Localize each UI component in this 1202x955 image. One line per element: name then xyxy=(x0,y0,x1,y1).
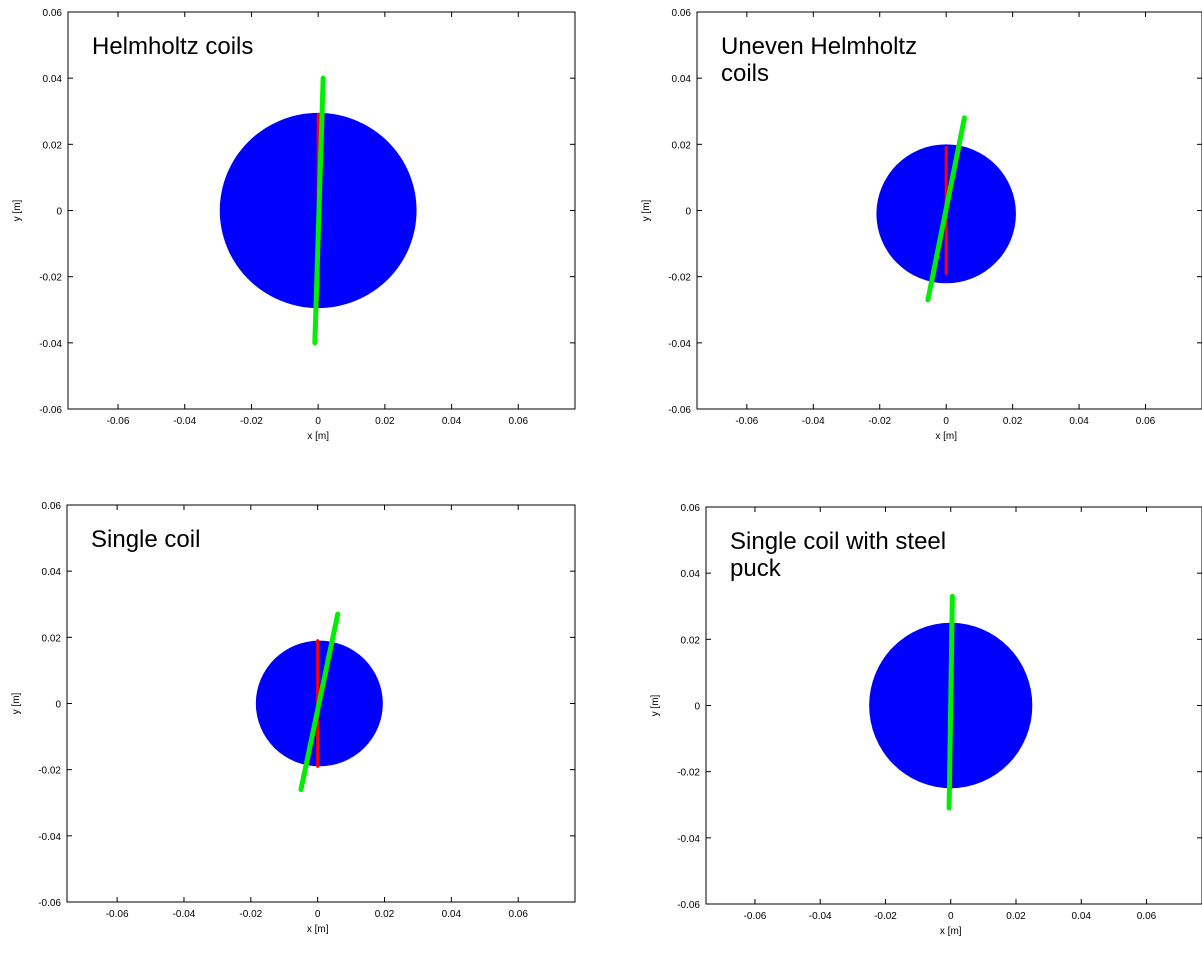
y-tick-label: 0.04 xyxy=(672,74,692,85)
x-tick-label: 0.06 xyxy=(1137,911,1157,922)
x-tick-label: 0.04 xyxy=(442,416,462,427)
y-tick-label: -0.06 xyxy=(39,405,62,416)
x-tick-label: 0.06 xyxy=(508,909,528,920)
panel-title-line: Single coil with steel xyxy=(730,528,946,555)
y-tick-label: 0 xyxy=(56,207,62,218)
y-tick-label: 0.02 xyxy=(42,633,62,644)
x-tick-label: -0.06 xyxy=(735,416,758,427)
y-tick-label: -0.02 xyxy=(677,768,700,779)
plot-area xyxy=(876,115,1016,303)
x-axis-label: x [m] xyxy=(935,431,957,442)
chart-panel-single-coil: -0.06 -0.04 -0.02 0 0.02 0.04 0.06 -0.06 -0.04 -0… xyxy=(7,501,577,953)
x-tick-label: 0.02 xyxy=(1003,416,1023,427)
y-tick-label: -0.04 xyxy=(38,832,61,843)
chart-panel-uneven-helmholtz: -0.06 -0.04 -0.02 0 0.02 0.04 0.06 -0.06 -0.04 -0… xyxy=(637,8,1202,460)
chart-svg: -0.06 -0.04 -0.02 0 0.02 0.04 0.06 -0.06 -0.04 -0… xyxy=(12,8,576,442)
y-tick-label: 0.04 xyxy=(42,567,62,578)
y-tick-label: 0.04 xyxy=(43,74,63,85)
x-tick-label: -0.02 xyxy=(874,911,897,922)
y-tick-label: 0.06 xyxy=(672,8,692,19)
x-tick-label: 0 xyxy=(948,911,954,922)
x-axis-label: x [m] xyxy=(307,924,329,935)
green-series-line xyxy=(298,611,341,793)
green-series-line xyxy=(312,75,326,346)
x-tick-label: -0.04 xyxy=(173,416,196,427)
x-tick-label: 0 xyxy=(943,416,949,427)
x-tick-label: -0.04 xyxy=(173,909,196,920)
x-tick-label: 0.04 xyxy=(442,909,462,920)
y-tick-label: 0.06 xyxy=(681,503,701,514)
y-tick-label: 0 xyxy=(55,700,61,711)
y-tick-label: -0.06 xyxy=(668,405,691,416)
y-axis-label: y [m] xyxy=(11,692,22,714)
y-tick-label: 0.04 xyxy=(681,569,701,580)
x-tick-label: 0.06 xyxy=(509,416,529,427)
x-tick-label: 0.02 xyxy=(375,909,395,920)
green-series-line xyxy=(946,593,955,811)
x-tick-label: 0.02 xyxy=(375,416,395,427)
y-tick-label: 0.02 xyxy=(681,635,701,646)
panel-title: Uneven Helmholtz coils xyxy=(721,33,917,87)
y-tick-label: -0.02 xyxy=(39,273,62,284)
panel-title: Single coil with steel puck xyxy=(730,528,946,582)
x-tick-label: 0.06 xyxy=(1136,416,1156,427)
plot-area xyxy=(219,75,417,346)
y-tick-label: -0.02 xyxy=(668,273,691,284)
x-tick-label: -0.02 xyxy=(240,416,263,427)
x-tick-label: 0 xyxy=(315,416,321,427)
x-tick-label: -0.04 xyxy=(802,416,825,427)
chart-svg: -0.06 -0.04 -0.02 0 0.02 0.04 0.06 -0.06 -0.04 -0… xyxy=(650,503,1202,937)
x-tick-label: -0.02 xyxy=(868,416,891,427)
x-tick-label: -0.06 xyxy=(744,911,767,922)
y-axis-label: y [m] xyxy=(650,694,661,716)
y-tick-label: -0.06 xyxy=(38,898,61,909)
x-tick-label: 0.04 xyxy=(1069,416,1089,427)
x-tick-label: 0.04 xyxy=(1072,911,1092,922)
y-tick-label: 0.06 xyxy=(42,501,62,512)
x-axis-label: x [m] xyxy=(940,926,962,937)
plot-area xyxy=(255,611,383,793)
y-tick-label: -0.04 xyxy=(668,339,691,350)
panel-title: Helmholtz coils xyxy=(92,33,253,60)
green-series-line xyxy=(925,115,967,303)
y-tick-label: 0 xyxy=(694,702,700,713)
panel-title-line: Helmholtz coils xyxy=(92,33,253,60)
y-axis-label: y [m] xyxy=(641,199,652,221)
panel-title-line: puck xyxy=(730,555,782,582)
panel-title-line: coils xyxy=(721,60,769,87)
plot-area xyxy=(869,593,1033,811)
y-tick-label: 0 xyxy=(685,207,691,218)
x-tick-label: -0.02 xyxy=(239,909,262,920)
y-tick-label: -0.04 xyxy=(39,339,62,350)
y-tick-label: -0.04 xyxy=(677,834,700,845)
y-tick-label: 0.06 xyxy=(43,8,63,19)
y-tick-label: -0.06 xyxy=(677,900,700,911)
panel-title-line: Uneven Helmholtz xyxy=(721,33,917,60)
y-tick-label: 0.02 xyxy=(43,140,63,151)
chart-panel-single-coil-steel-puck: -0.06 -0.04 -0.02 0 0.02 0.04 0.06 -0.06 -0.04 -0… xyxy=(646,503,1202,955)
x-axis-label: x [m] xyxy=(307,431,329,442)
panel-title: Single coil xyxy=(91,526,200,553)
y-tick-label: 0.02 xyxy=(672,140,692,151)
chart-panel-helmholtz: -0.06 -0.04 -0.02 0 0.02 0.04 0.06 -0.06 -0.04 -0… xyxy=(8,8,577,460)
chart-svg: -0.06 -0.04 -0.02 0 0.02 0.04 0.06 -0.06 -0.04 -0… xyxy=(641,8,1202,442)
x-tick-label: -0.06 xyxy=(106,909,129,920)
chart-svg: -0.06 -0.04 -0.02 0 0.02 0.04 0.06 -0.06 -0.04 -0… xyxy=(11,501,576,935)
panel-title-line: Single coil xyxy=(91,526,200,553)
x-tick-label: 0 xyxy=(315,909,321,920)
x-tick-label: -0.04 xyxy=(809,911,832,922)
y-tick-label: -0.02 xyxy=(38,766,61,777)
x-tick-label: -0.06 xyxy=(107,416,130,427)
y-axis-label: y [m] xyxy=(12,199,23,221)
x-tick-label: 0.02 xyxy=(1006,911,1026,922)
